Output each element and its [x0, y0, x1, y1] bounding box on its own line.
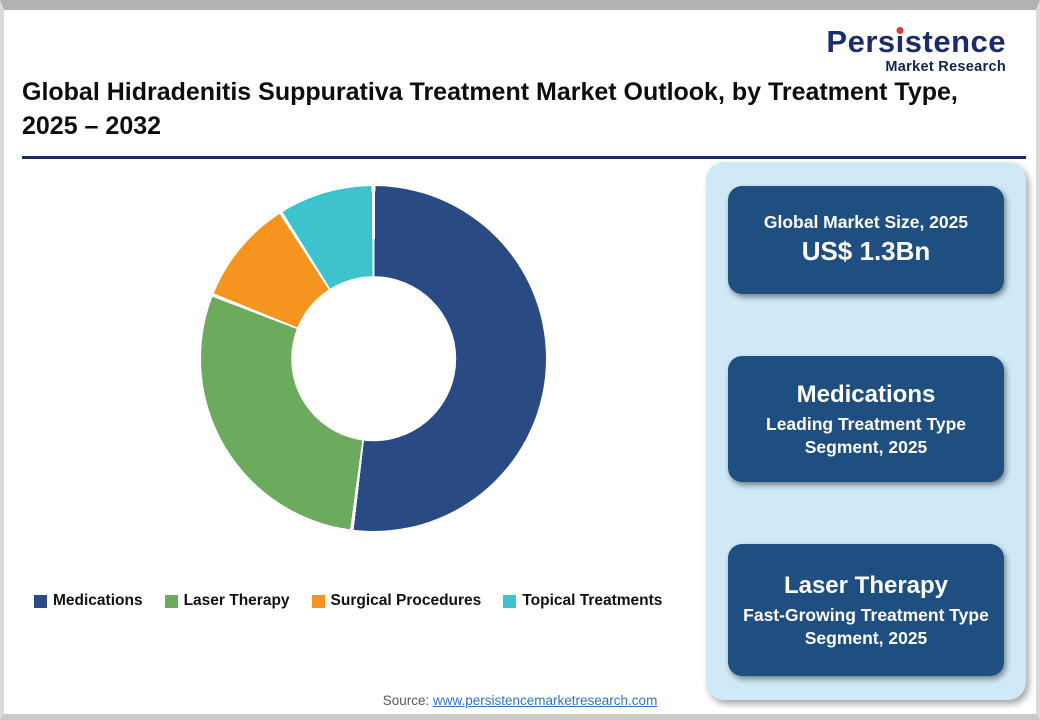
card-market-size-title: Global Market Size, 2025 — [763, 211, 969, 232]
stats-panel: Global Market Size, 2025 US$ 1.3Bn Medic… — [706, 162, 1026, 700]
legend-label: Medications — [53, 592, 143, 609]
legend-item-topical-treatments: Topical Treatments — [503, 592, 662, 610]
logo-red-dot-i: ı — [895, 24, 905, 59]
card-fast-growing-segment: Laser Therapy Fast-Growing Treatment Typ… — [728, 544, 1004, 676]
chart-legend: Medications Laser Therapy Surgical Proce… — [34, 592, 714, 610]
logo-brand-post: stence — [904, 24, 1006, 59]
card-leading-segment-subtitle: Leading Treatment Type Segment, 2025 — [766, 414, 966, 458]
card-leading-segment: Medications Leading Treatment Type Segme… — [728, 356, 1004, 482]
card-fast-growing-title: Laser Therapy — [783, 572, 949, 600]
card-leading-segment-title: Medications — [796, 381, 936, 409]
source-label: Source: — [382, 693, 430, 708]
card-market-size: Global Market Size, 2025 US$ 1.3Bn — [728, 186, 1004, 294]
source-link[interactable]: www.persistencemarketresearch.com — [432, 693, 658, 708]
card-market-size-value: US$ 1.3Bn — [801, 236, 931, 267]
legend-item-medications: Medications — [34, 592, 143, 610]
legend-swatch-laser-therapy — [164, 594, 178, 608]
page-title: Global Hidradenitis Suppurativa Treatmen… — [22, 78, 958, 140]
pmr-logo: Persıstence Market Research — [826, 26, 1006, 75]
legend-label: Surgical Procedures — [330, 592, 482, 609]
legend-swatch-medications — [34, 594, 47, 608]
legend-swatch-topical-treatments — [503, 594, 517, 608]
source-line: Source: www.persistencemarketresearch.co… — [4, 693, 1036, 708]
legend-item-laser-therapy: Laser Therapy — [164, 592, 290, 610]
logo-tagline: Market Research — [885, 59, 1006, 75]
logo-brand-text: Persıstence — [826, 26, 1006, 57]
legend-item-surgical-procedures: Surgical Procedures — [311, 592, 482, 610]
legend-swatch-surgical-procedures — [311, 594, 325, 608]
legend-label: Laser Therapy — [183, 592, 290, 609]
legend-label: Topical Treatments — [522, 592, 663, 609]
donut-chart — [201, 186, 546, 531]
chart-area: Medications Laser Therapy Surgical Proce… — [4, 162, 704, 702]
logo-brand-pre: Pers — [826, 24, 896, 59]
title-underline — [22, 156, 1026, 159]
card-fast-growing-subtitle: Fast-Growing Treatment Type Segment, 202… — [743, 605, 989, 649]
